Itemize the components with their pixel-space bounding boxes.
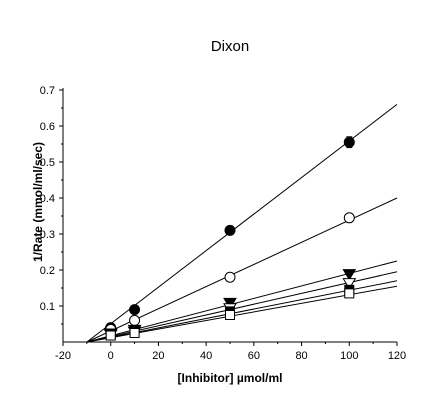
x-tick-label: -20: [55, 350, 71, 362]
y-axis-label: 1/Rate (mmol/ml/sec): [31, 141, 45, 263]
data-point-series-2: [129, 314, 141, 326]
x-tick-label: 100: [340, 350, 358, 362]
x-tick-label: 40: [200, 350, 212, 362]
y-tick-label: 0.5: [40, 157, 55, 169]
x-tick-label: 60: [248, 350, 260, 362]
y-tick-label: 0.3: [40, 229, 55, 241]
y-tick-label: 0.6: [40, 121, 55, 133]
y-tick-label: 0.2: [40, 265, 55, 277]
data-point-series-6: [344, 288, 355, 299]
data-point-series-1: [224, 224, 236, 236]
y-tick-label: 0.1: [40, 301, 55, 313]
x-axis-label: [Inhibitor] µmol/ml: [177, 371, 283, 385]
data-point-series-6: [225, 310, 235, 320]
data-point-series-6: [105, 330, 116, 341]
data-point-series-6: [129, 328, 140, 338]
chart-title: Dixon: [210, 38, 250, 55]
data-point-series-4: [342, 278, 357, 290]
y-tick-label: 0.7: [40, 85, 55, 97]
x-tick-label: 20: [152, 350, 164, 362]
x-tick-label: 120: [388, 350, 406, 362]
y-tick-label: 0.4: [40, 193, 55, 205]
data-point-series-1: [129, 304, 141, 316]
data-point-series-2: [224, 271, 236, 283]
data-point-series-1: [343, 136, 355, 148]
data-point-series-3: [342, 269, 357, 281]
x-tick-label: 0: [108, 350, 114, 362]
data-point-series-2: [343, 212, 355, 224]
x-tick-label: 80: [295, 350, 307, 362]
